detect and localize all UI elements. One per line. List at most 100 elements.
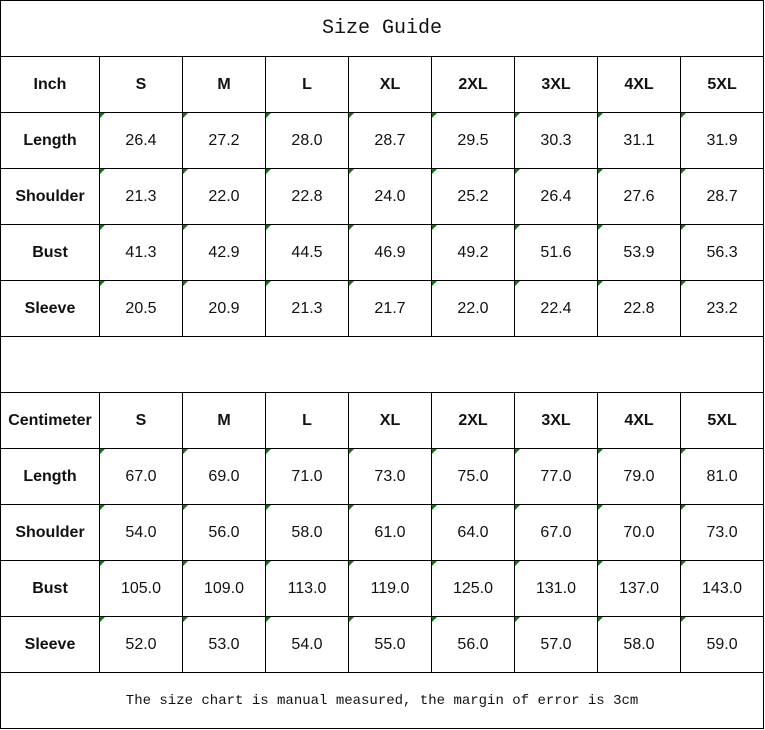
value-cell: 58.0 [597,616,681,673]
value-cell: 22.8 [597,280,681,337]
value-cell: 113.0 [265,560,349,617]
size-header: 2XL [431,392,515,449]
value-cell: 73.0 [348,448,432,505]
value-cell: 61.0 [348,504,432,561]
size-header: 5XL [679,56,765,113]
value-cell: 27.2 [182,112,266,169]
value-cell: 22.0 [431,280,515,337]
spacer-cell [0,336,765,393]
value-cell: 21.7 [348,280,432,337]
table-row: Length 26.4 27.2 28.0 28.7 29.5 30.3 31.1 31.9 [0,112,765,169]
value-cell: 58.0 [265,504,349,561]
value-cell: 79.0 [597,448,681,505]
size-header: M [182,392,266,449]
unit-header: Inch [0,56,100,113]
value-cell: 125.0 [431,560,515,617]
value-cell: 52.0 [99,616,183,673]
note-row: The size chart is manual measured, the m… [0,672,765,729]
value-cell: 109.0 [182,560,266,617]
value-cell: 81.0 [679,448,765,505]
value-cell: 137.0 [597,560,681,617]
table-row: Shoulder 21.3 22.0 22.8 24.0 25.2 26.4 27.6 28.7 [0,168,765,225]
value-cell: 56.0 [431,616,515,673]
row-label: Length [0,112,100,169]
size-header: XL [348,56,432,113]
header-row: Inch S M L XL 2XL 3XL 4XL 5XL [0,56,765,113]
value-cell: 54.0 [99,504,183,561]
value-cell: 26.4 [99,112,183,169]
value-cell: 20.5 [99,280,183,337]
value-cell: 21.3 [99,168,183,225]
value-cell: 143.0 [679,560,765,617]
value-cell: 53.9 [597,224,681,281]
value-cell: 54.0 [265,616,349,673]
value-cell: 51.6 [514,224,598,281]
row-label: Shoulder [0,504,100,561]
value-cell: 22.0 [182,168,266,225]
table-row: Bust 105.0 109.0 113.0 119.0 125.0 131.0 137.0 1… [0,560,765,617]
value-cell: 21.3 [265,280,349,337]
size-header: L [265,392,349,449]
row-label: Sleeve [0,616,100,673]
value-cell: 67.0 [514,504,598,561]
unit-header: Centimeter [0,392,100,449]
page-title: Size Guide [0,0,765,57]
value-cell: 24.0 [348,168,432,225]
value-cell: 105.0 [99,560,183,617]
value-cell: 49.2 [431,224,515,281]
size-header: XL [348,392,432,449]
measurement-note: The size chart is manual measured, the m… [0,672,765,729]
value-cell: 75.0 [431,448,515,505]
spacer-row [0,336,765,393]
value-cell: 59.0 [679,616,765,673]
value-cell: 64.0 [431,504,515,561]
value-cell: 44.5 [265,224,349,281]
size-header: 2XL [431,56,515,113]
table-row: Shoulder 54.0 56.0 58.0 61.0 64.0 67.0 70.0 73.0 [0,504,765,561]
value-cell: 28.7 [348,112,432,169]
value-cell: 23.2 [679,280,765,337]
value-cell: 56.3 [679,224,765,281]
value-cell: 69.0 [182,448,266,505]
value-cell: 77.0 [514,448,598,505]
header-row: Centimeter S M L XL 2XL 3XL 4XL 5XL [0,392,765,449]
value-cell: 26.4 [514,168,598,225]
row-label: Sleeve [0,280,100,337]
value-cell: 57.0 [514,616,598,673]
value-cell: 46.9 [348,224,432,281]
size-header: 4XL [597,56,681,113]
value-cell: 22.8 [265,168,349,225]
size-header: S [99,392,183,449]
value-cell: 28.0 [265,112,349,169]
row-label: Shoulder [0,168,100,225]
value-cell: 67.0 [99,448,183,505]
size-header: S [99,56,183,113]
value-cell: 55.0 [348,616,432,673]
value-cell: 73.0 [679,504,765,561]
value-cell: 119.0 [348,560,432,617]
title-row: Size Guide [0,0,765,57]
value-cell: 22.4 [514,280,598,337]
value-cell: 31.9 [679,112,765,169]
row-label: Length [0,448,100,505]
size-header: 3XL [514,56,598,113]
value-cell: 30.3 [514,112,598,169]
value-cell: 56.0 [182,504,266,561]
value-cell: 28.7 [679,168,765,225]
value-cell: 20.9 [182,280,266,337]
value-cell: 42.9 [182,224,266,281]
size-header: 4XL [597,392,681,449]
value-cell: 25.2 [431,168,515,225]
row-label: Bust [0,224,100,281]
value-cell: 31.1 [597,112,681,169]
size-header: L [265,56,349,113]
table-row: Bust 41.3 42.9 44.5 46.9 49.2 51.6 53.9 56.3 [0,224,765,281]
table-row: Length 67.0 69.0 71.0 73.0 75.0 77.0 79.0 81.0 [0,448,765,505]
value-cell: 41.3 [99,224,183,281]
value-cell: 53.0 [182,616,266,673]
size-header: M [182,56,266,113]
value-cell: 71.0 [265,448,349,505]
table-row: Sleeve 20.5 20.9 21.3 21.7 22.0 22.4 22.8 23.2 [0,280,765,337]
size-header: 3XL [514,392,598,449]
value-cell: 70.0 [597,504,681,561]
